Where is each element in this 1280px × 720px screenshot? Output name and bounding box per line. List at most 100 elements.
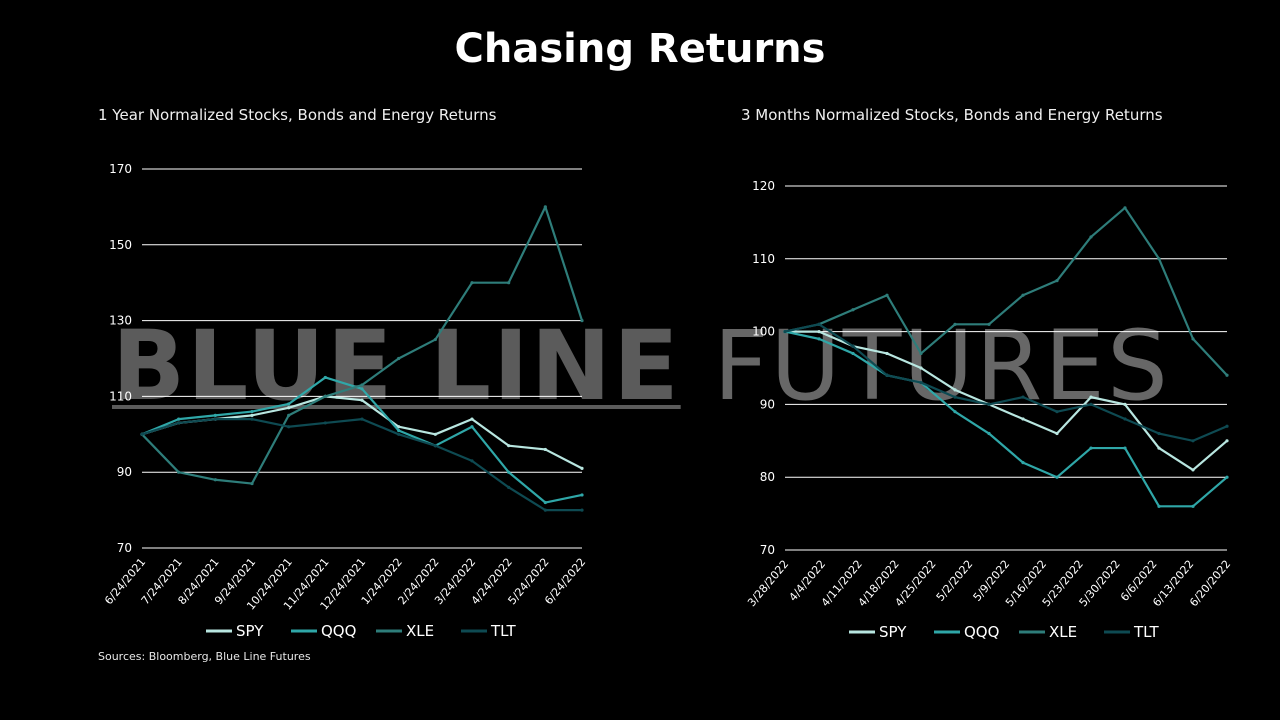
- chart-1-title: 1 Year Normalized Stocks, Bonds and Ener…: [98, 106, 497, 124]
- data-point-tlt: [953, 395, 957, 399]
- data-point-xle: [397, 356, 401, 361]
- data-point-qqq: [287, 402, 291, 406]
- data-point-qqq: [1123, 446, 1127, 450]
- legend-label-spy: SPY: [879, 623, 907, 641]
- data-point-tlt: [817, 322, 821, 326]
- data-point-qqq: [953, 410, 957, 414]
- data-point-xle: [433, 337, 437, 342]
- data-point-tlt: [919, 380, 923, 385]
- data-point-qqq: [507, 470, 511, 474]
- series-line-qqq: [784, 330, 1228, 508]
- data-point-tlt: [1225, 424, 1229, 428]
- data-point-tlt: [1055, 410, 1059, 414]
- data-point-spy: [250, 413, 254, 417]
- legend-label-qqq: QQQ: [964, 623, 999, 641]
- data-point-spy: [953, 388, 957, 392]
- data-point-qqq: [250, 409, 254, 414]
- data-point-xle: [323, 394, 327, 398]
- data-point-qqq: [1225, 475, 1229, 479]
- data-point-spy: [287, 406, 291, 410]
- data-point-xle: [1089, 235, 1093, 239]
- chart-2-title: 3 Months Normalized Stocks, Bonds and En…: [741, 106, 1163, 124]
- data-point-qqq: [543, 500, 547, 505]
- data-point-xle: [885, 293, 889, 297]
- legend-label-tlt: TLT: [1133, 623, 1159, 641]
- data-point-spy: [1225, 439, 1229, 443]
- data-point-xle: [1191, 337, 1195, 341]
- data-point-spy: [1055, 431, 1059, 436]
- data-point-xle: [1225, 373, 1229, 377]
- data-point-xle: [953, 322, 957, 326]
- data-point-tlt: [543, 508, 547, 512]
- data-point-tlt: [885, 373, 889, 377]
- data-point-xle: [1157, 257, 1161, 261]
- series-line-spy: [785, 330, 1228, 472]
- data-point-xle: [287, 413, 291, 417]
- y-tick-label: 110: [109, 389, 132, 403]
- data-point-qqq: [1191, 504, 1195, 508]
- data-point-qqq: [323, 375, 327, 380]
- data-point-tlt: [783, 330, 787, 334]
- data-point-tlt: [470, 459, 474, 463]
- data-point-qqq: [817, 337, 821, 341]
- legend-label-xle: XLE: [1049, 623, 1077, 641]
- data-point-tlt: [580, 508, 584, 512]
- y-tick-label: 170: [109, 162, 132, 176]
- data-point-qqq: [177, 417, 181, 421]
- data-point-xle: [1055, 279, 1059, 283]
- data-point-spy: [885, 351, 889, 356]
- y-tick-label: 90: [117, 465, 132, 479]
- data-point-xle: [177, 470, 181, 474]
- data-point-xle: [851, 308, 855, 312]
- data-point-xle: [580, 319, 584, 323]
- data-point-tlt: [140, 432, 144, 436]
- data-point-tlt: [1089, 402, 1093, 406]
- data-point-xle: [507, 281, 511, 285]
- data-point-spy: [470, 417, 474, 421]
- data-point-tlt: [287, 425, 291, 429]
- data-point-qqq: [580, 493, 584, 497]
- data-point-qqq: [1055, 475, 1059, 479]
- data-point-tlt: [851, 344, 855, 348]
- legend-label-tlt: TLT: [490, 622, 516, 640]
- y-tick-label: 70: [117, 541, 132, 555]
- data-point-xle: [360, 383, 364, 387]
- data-point-tlt: [1123, 417, 1127, 421]
- data-point-spy: [1157, 446, 1161, 450]
- data-point-xle: [987, 322, 991, 326]
- data-point-spy: [507, 444, 511, 448]
- data-point-spy: [580, 466, 584, 471]
- y-tick-label: 70: [760, 543, 775, 557]
- data-point-xle: [213, 478, 217, 482]
- data-point-spy: [817, 330, 821, 334]
- y-tick-label: 150: [109, 238, 132, 252]
- source-note: Sources: Bloomberg, Blue Line Futures: [98, 650, 311, 663]
- data-point-qqq: [851, 351, 855, 356]
- data-point-tlt: [1021, 395, 1025, 399]
- data-point-qqq: [1157, 504, 1161, 508]
- y-tick-label: 80: [760, 470, 775, 484]
- watermark-bold: BLUE LINE: [112, 310, 681, 422]
- legend-label-xle: XLE: [406, 622, 434, 640]
- y-tick-label: 110: [752, 252, 775, 266]
- data-point-spy: [1089, 395, 1093, 399]
- data-point-spy: [433, 432, 437, 436]
- legend-label-qqq: QQQ: [321, 622, 356, 640]
- y-tick-label: 90: [760, 397, 775, 411]
- data-point-spy: [1191, 468, 1195, 472]
- data-point-qqq: [1021, 461, 1025, 465]
- data-point-tlt: [360, 417, 364, 421]
- data-point-qqq: [1089, 446, 1093, 450]
- series-line-xle: [784, 206, 1228, 377]
- data-point-spy: [1123, 402, 1127, 406]
- data-point-spy: [1021, 417, 1025, 421]
- data-point-tlt: [1191, 439, 1195, 443]
- y-tick-label: 130: [109, 314, 132, 328]
- data-point-xle: [470, 281, 474, 285]
- data-point-qqq: [360, 387, 364, 391]
- y-tick-label: 120: [752, 179, 775, 193]
- data-point-xle: [1123, 206, 1127, 210]
- data-point-qqq: [987, 431, 991, 436]
- page-title: Chasing Returns: [454, 26, 826, 72]
